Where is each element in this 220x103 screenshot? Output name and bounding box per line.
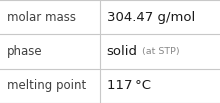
Text: phase: phase	[7, 45, 42, 58]
Text: molar mass: molar mass	[7, 11, 76, 24]
Text: (at STP): (at STP)	[142, 47, 179, 56]
Text: 304.47 g/mol: 304.47 g/mol	[107, 11, 195, 24]
Text: melting point: melting point	[7, 79, 86, 92]
Text: solid: solid	[107, 45, 138, 58]
Text: 117 °C: 117 °C	[107, 79, 151, 92]
